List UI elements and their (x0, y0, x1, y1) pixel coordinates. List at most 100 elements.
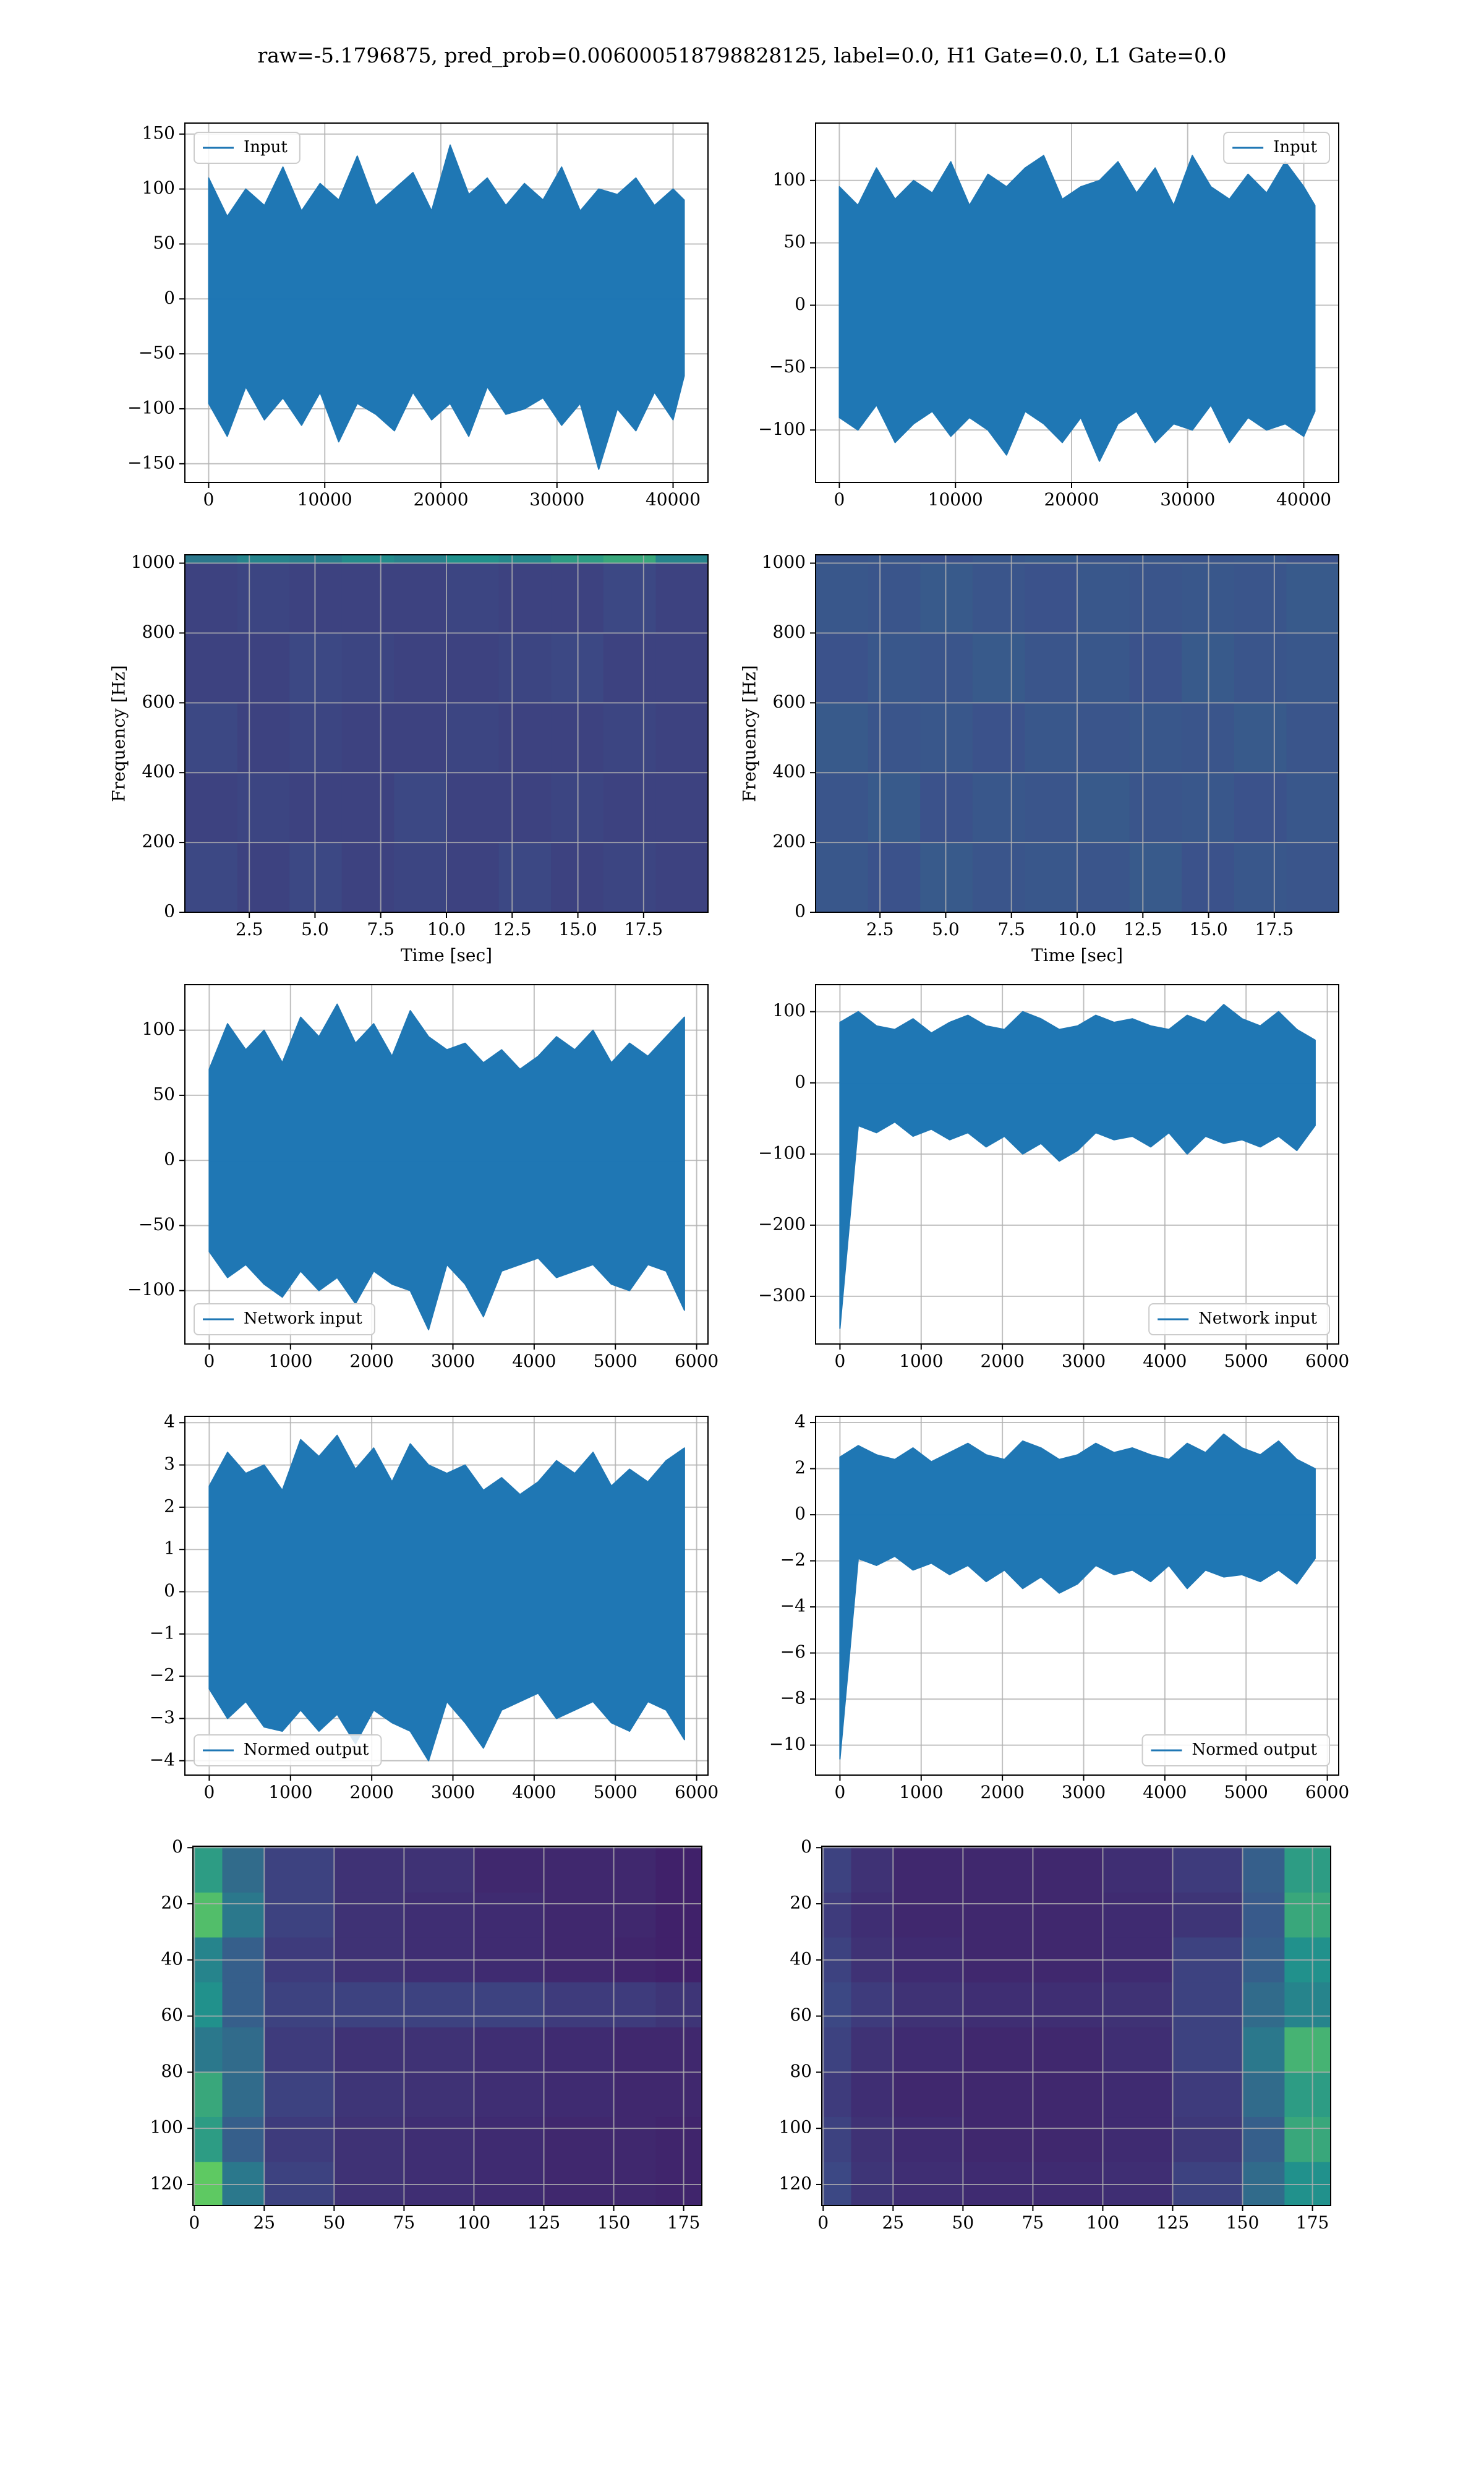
x-tick-label: 15.0 (1189, 919, 1227, 940)
x-tick-label: 1000 (268, 1782, 312, 1802)
y-tick-label: 100 (150, 2117, 183, 2138)
plot-area (822, 1846, 1331, 2206)
heatmap-cell (1286, 633, 1339, 703)
heatmap-cell (222, 1892, 265, 1938)
y-tick-label: 150 (142, 122, 175, 143)
x-tick-label: 10000 (297, 489, 352, 510)
heatmap-cell (1284, 1982, 1331, 2028)
legend-label: Normed output (1192, 1740, 1318, 1759)
heatmap-cell (394, 703, 447, 773)
heatmap-cell (1286, 703, 1339, 773)
x-tick-label: 100 (458, 2212, 490, 2233)
heatmap-cell (1172, 1982, 1243, 2028)
heatmap-cell (222, 1982, 265, 2028)
heatmap-cell (341, 773, 394, 843)
heatmap-cell (237, 773, 290, 843)
heatmap-cell (498, 555, 552, 564)
heatmap-cell (1172, 2162, 1243, 2206)
heatmap-cell (222, 2027, 265, 2073)
subplot: 0 1000 2000 3000 4000 5000 6000 −100 −50 0 50 100 Ne… (127, 984, 719, 1371)
heatmap-cell (394, 563, 447, 633)
heatmap-cell (474, 2117, 545, 2163)
heatmap-cell (1033, 2072, 1103, 2118)
heatmap-cell (851, 2117, 893, 2163)
y-tick-label: −100 (758, 1142, 806, 1163)
heatmap-cell (404, 2027, 474, 2073)
heatmap-cell (613, 2117, 656, 2163)
heatmap-cell (1172, 1892, 1243, 1938)
heatmap-cell (655, 2072, 702, 2118)
heatmap-cell (404, 1982, 474, 2028)
heatmap-cell (404, 1846, 474, 1893)
heatmap-cell (893, 1982, 963, 2028)
x-tick-label: 25 (882, 2212, 904, 2233)
x-tick-label: 0 (817, 2212, 829, 2233)
heatmap-cell (603, 555, 656, 564)
x-tick-label: 125 (1156, 2212, 1189, 2233)
y-tick-label: 600 (773, 691, 806, 712)
heatmap-cell (498, 563, 552, 633)
x-tick-label: 20000 (413, 489, 468, 510)
heatmap-cell (1172, 1846, 1243, 1893)
heatmap-cell (972, 842, 1025, 912)
heatmap-cell (1129, 703, 1182, 773)
heatmap-cell (603, 563, 656, 633)
y-tick-label: 1000 (762, 552, 806, 572)
heatmap-cell (920, 703, 973, 773)
heatmap-cell (237, 842, 290, 912)
heatmap-cell (334, 2072, 404, 2118)
y-tick-label: −3 (150, 1707, 175, 1727)
legend-box (1223, 132, 1330, 164)
signal-upper (208, 1434, 685, 1593)
heatmap-cell (655, 1892, 702, 1938)
heatmap-cell (1234, 633, 1287, 703)
heatmap-cell (972, 773, 1025, 843)
y-tick-label: 400 (773, 761, 806, 782)
heatmap-cell (868, 633, 921, 703)
y-tick-label: −2 (150, 1665, 175, 1685)
heatmap-cell (1242, 2117, 1285, 2163)
heatmap-cell (655, 842, 708, 912)
signal-upper (208, 144, 685, 300)
x-tick-label: 15.0 (558, 919, 597, 940)
heatmap-cell (655, 555, 708, 564)
signal-lower (208, 298, 685, 470)
y-tick-label: 20 (161, 1893, 183, 1913)
heatmap-cell (341, 633, 394, 703)
y-tick-label: 4 (164, 1411, 175, 1432)
legend: Network input (1148, 1303, 1330, 1335)
legend-box (1148, 1303, 1330, 1335)
heatmap-cell (544, 2117, 615, 2163)
heatmap-cell (816, 703, 869, 773)
heatmap-cell (1129, 633, 1182, 703)
legend-label: Input (1273, 138, 1317, 156)
heatmap-cell (1284, 2117, 1331, 2163)
heatmap-cell (1077, 773, 1130, 843)
heatmap-cell (920, 633, 973, 703)
heatmap-cell (1242, 1982, 1285, 2028)
heatmap-cell (1033, 1846, 1103, 1893)
heatmap-cell (972, 555, 1025, 564)
axes-frame (815, 1416, 1339, 1776)
legend-box (194, 1734, 382, 1766)
heatmap-cell (1025, 842, 1078, 912)
y-tick-label: 100 (773, 1000, 806, 1021)
y-tick-label: −1 (150, 1622, 175, 1643)
y-tick-label: 0 (801, 1836, 812, 1857)
heatmap-cell (1234, 555, 1287, 564)
legend-label: Normed output (244, 1740, 369, 1759)
legend-box (194, 1303, 375, 1335)
y-tick-label: 20 (790, 1893, 812, 1913)
heatmap-cell (893, 2117, 963, 2163)
legend-label: Network input (1198, 1309, 1317, 1328)
heatmap-cell (185, 703, 238, 773)
y-tick-label: 400 (142, 761, 175, 782)
x-tick-label: 0 (189, 2212, 200, 2233)
heatmap-cell (1242, 1892, 1285, 1938)
subplot: 0 1000 2000 3000 4000 5000 6000 −4 −3 −2 −1 0 1 2 3 4 No… (150, 1411, 719, 1802)
x-tick-label: 0 (203, 489, 215, 510)
heatmap-cell (963, 2027, 1033, 2073)
y-tick-label: 0 (164, 288, 175, 308)
heatmap-cell (1077, 842, 1130, 912)
heatmap-cell (446, 563, 500, 633)
